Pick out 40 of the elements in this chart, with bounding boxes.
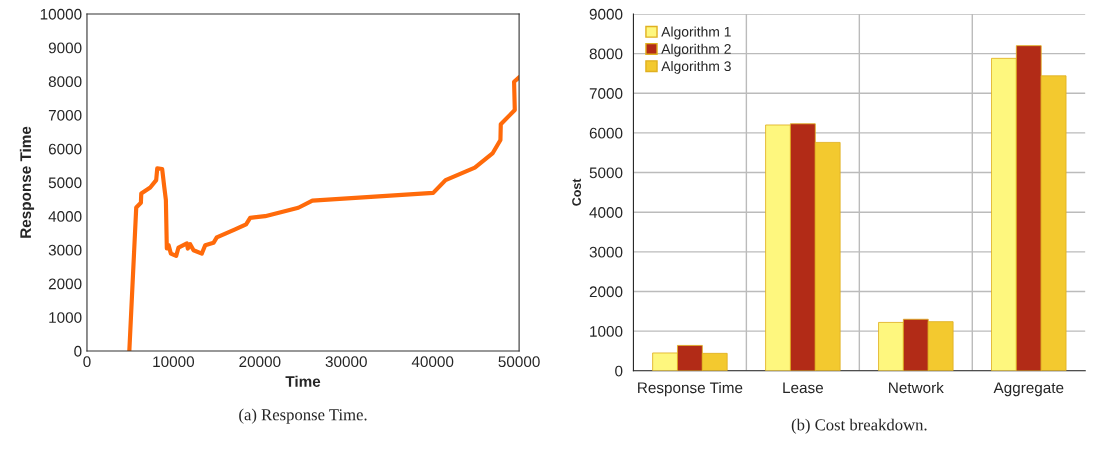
text: (b) Cost breakdown. (791, 418, 927, 434)
x-tick-label: 30000 (325, 356, 367, 368)
x-tick-label: Aggregate (993, 382, 1064, 397)
y-tick-label: 9000 (589, 8, 623, 20)
line-series (127, 75, 520, 351)
y-tick-label: 6000 (48, 143, 82, 155)
y-tick-label: 4000 (48, 211, 82, 222)
y-tick-label: 6000 (589, 127, 623, 139)
y-tick-label: 0 (74, 345, 82, 357)
x-tick-label: Network (889, 381, 944, 394)
y-axis-title: Cost (572, 178, 581, 206)
x-tick-label: 0 (83, 356, 91, 368)
y-tick-label: 2000 (48, 278, 82, 290)
y-tick-label: 5000 (48, 177, 82, 189)
x-axis-title: Time (285, 375, 321, 387)
y-tick-label: 8000 (589, 48, 623, 60)
y-tick-label: 5000 (589, 167, 623, 179)
x-tick-label: Response Time (638, 381, 743, 397)
x-tick-label: 40000 (411, 356, 454, 368)
y-tick-label: 3000 (48, 244, 82, 256)
y-tick-label: 1000 (49, 312, 82, 323)
y-tick-label: 1000 (590, 326, 623, 337)
x-tick-label: 20000 (239, 356, 281, 368)
y-tick-label: 7000 (48, 109, 82, 121)
legend-label: Algorithm 1 (661, 26, 731, 40)
y-tick-label: 3000 (589, 246, 623, 258)
text: (a) Response Time. (239, 408, 367, 424)
x-tick-label: Lease (783, 382, 823, 394)
y-axis-title: Response Time (19, 126, 35, 238)
legend-label: Algorithm 3 (661, 60, 731, 74)
y-tick-label: 10000 (40, 8, 82, 20)
y-tick-label: 2000 (589, 286, 623, 298)
x-tick-label: 50000 (498, 356, 540, 368)
legend-label: Algorithm 2 (661, 43, 731, 57)
x-tick-label: 10000 (153, 356, 195, 368)
y-tick-label: 0 (615, 365, 623, 377)
y-tick-label: 4000 (589, 207, 623, 218)
y-tick-label: 9000 (48, 42, 82, 54)
y-tick-label: 7000 (589, 88, 623, 99)
y-tick-label: 8000 (48, 76, 82, 88)
